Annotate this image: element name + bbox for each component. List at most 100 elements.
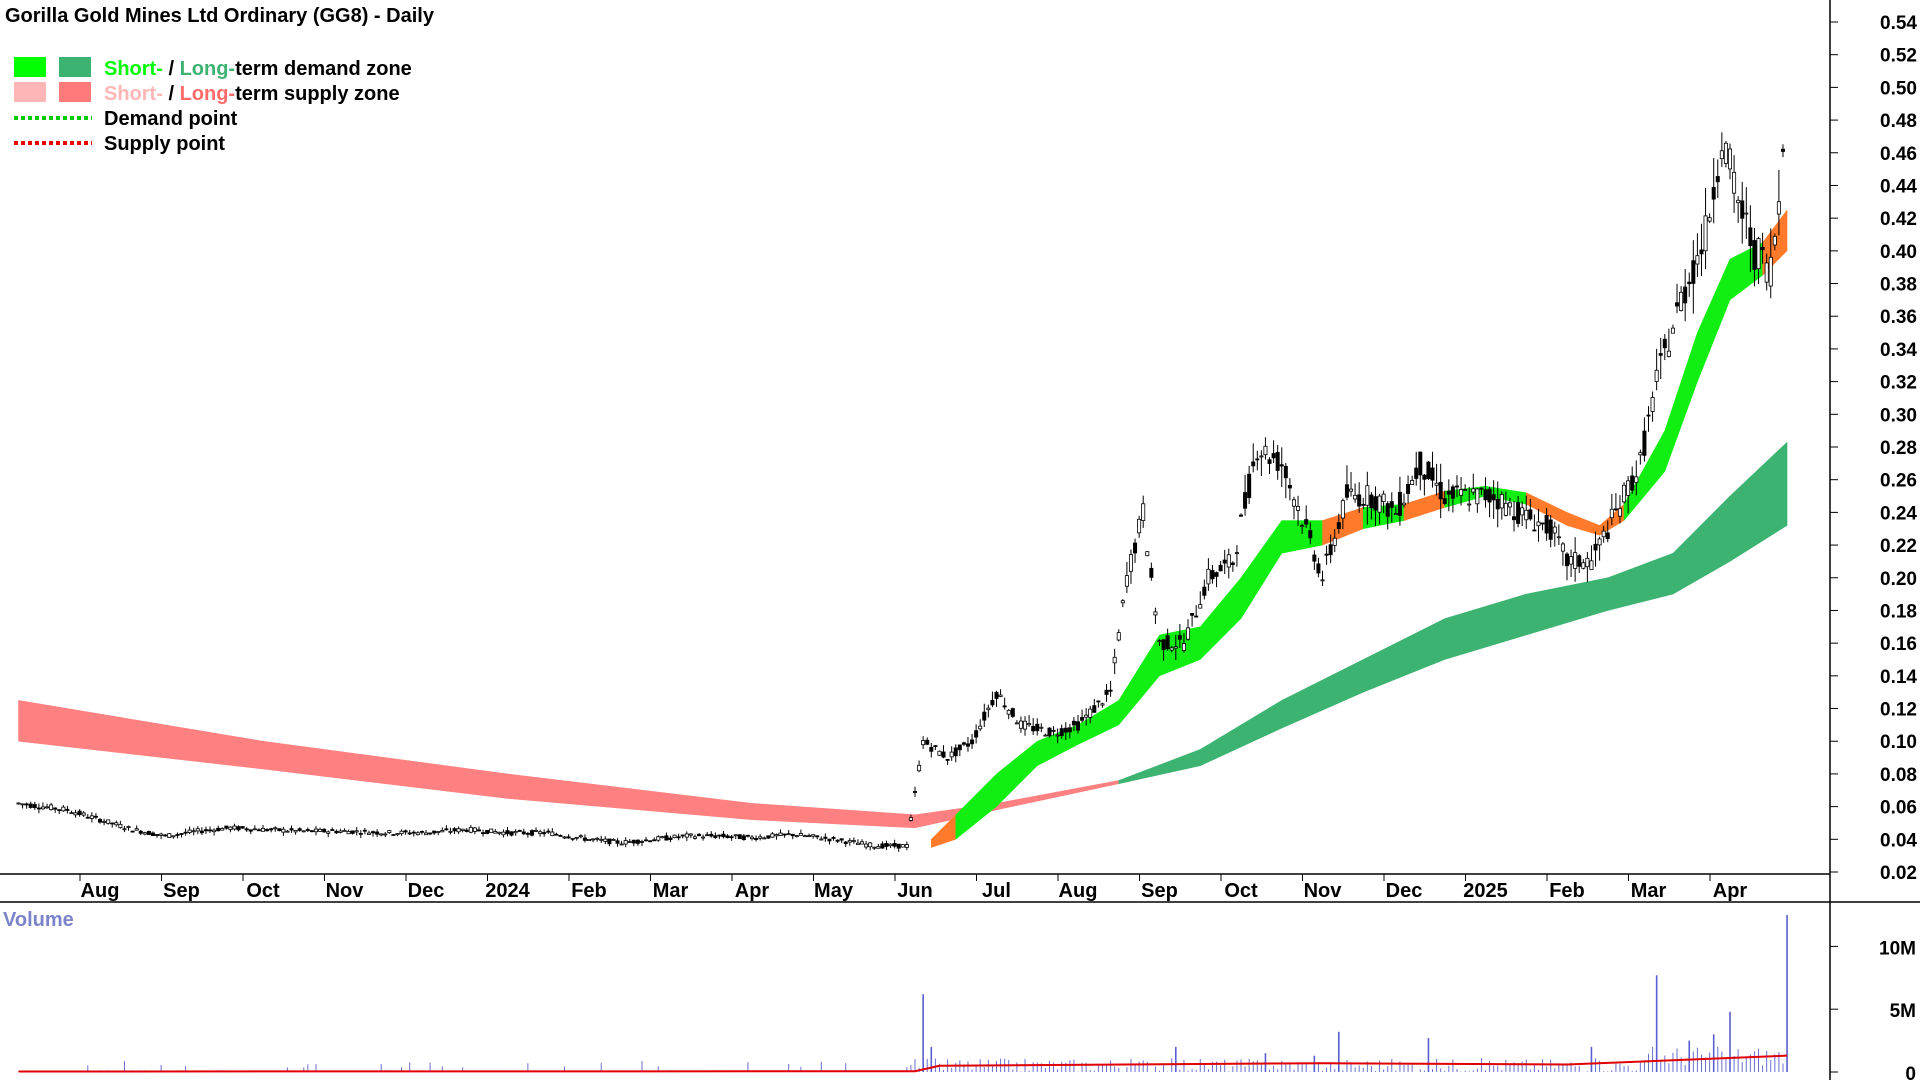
candle-body	[208, 829, 213, 832]
candle-body	[819, 838, 824, 841]
candle-body	[774, 834, 779, 837]
candle-body	[1699, 249, 1704, 255]
candle-body	[1715, 176, 1720, 183]
candle-body	[224, 825, 229, 829]
candle-body	[1593, 543, 1598, 551]
candle-body	[1683, 286, 1688, 304]
candle-body	[130, 830, 135, 833]
candle-body	[945, 758, 950, 761]
legend-label-part: /	[163, 58, 180, 80]
candle-body	[1634, 476, 1639, 483]
candle-body	[599, 838, 604, 841]
candle-body	[660, 836, 665, 839]
short-term-zone-segment	[1200, 577, 1242, 661]
candle-body	[566, 836, 571, 839]
candle-body	[411, 831, 416, 834]
candle-body	[1438, 481, 1443, 500]
candle-body	[444, 828, 449, 831]
candle-body	[1650, 397, 1655, 412]
candle-body	[766, 835, 771, 839]
candle-body	[313, 828, 318, 833]
candle-body	[183, 831, 188, 834]
time-tick-label: Oct	[1224, 880, 1258, 902]
candle-body	[709, 833, 714, 837]
candle-body	[521, 831, 526, 835]
candle-body	[1560, 543, 1565, 552]
candle-body	[1495, 498, 1500, 510]
candle-body	[994, 692, 999, 699]
candle-body	[1585, 557, 1590, 568]
price-tick-label: 0.06	[1880, 798, 1917, 819]
legend-label: Demand point	[104, 108, 238, 130]
candle-body	[509, 831, 514, 836]
candle-body	[550, 831, 555, 837]
candle-body	[505, 830, 510, 835]
price-tick-label: 0.20	[1880, 569, 1917, 590]
candle-body	[1589, 560, 1594, 570]
long-term-zone-segment	[1444, 593, 1527, 660]
candle-body	[1569, 556, 1574, 565]
candle-body	[1108, 689, 1113, 692]
candle-body	[1601, 530, 1606, 538]
candle-body	[265, 829, 270, 832]
candle-body	[1263, 445, 1268, 456]
candle-body	[1467, 503, 1472, 506]
time-tick-label: Oct	[246, 880, 280, 902]
short-term-zone-segment	[1118, 634, 1160, 726]
candle-body	[1520, 507, 1525, 516]
candle-body	[835, 839, 840, 842]
legend-swatch	[14, 82, 46, 102]
candle-body	[1670, 327, 1675, 334]
candle-body	[69, 812, 74, 815]
short-term-zone-segment	[1403, 490, 1445, 521]
candle-body	[1365, 485, 1370, 506]
candle-body	[904, 844, 909, 848]
candle-body	[1723, 142, 1728, 164]
candle-body	[1422, 474, 1427, 480]
time-tick-label: May	[814, 880, 854, 902]
candle-body	[1214, 572, 1219, 577]
candle-body	[85, 816, 90, 819]
candle-body	[831, 837, 836, 839]
candle-body	[1324, 553, 1329, 556]
candle-body	[1043, 734, 1048, 737]
price-tick-label: 0.52	[1880, 46, 1917, 67]
candle-body	[358, 833, 363, 835]
candle-body	[57, 809, 62, 812]
candle-body	[1039, 726, 1044, 729]
legend-label-part: Demand point	[104, 108, 238, 130]
candle-body	[855, 842, 860, 845]
candle-body	[1613, 508, 1618, 511]
candle-body	[1622, 484, 1627, 503]
time-tick-label: Apr	[735, 880, 770, 902]
candle-body	[1414, 467, 1419, 479]
candle-body	[1617, 508, 1622, 517]
candle-body	[554, 833, 559, 836]
candle-body	[93, 815, 98, 818]
time-tick-label: Nov	[1304, 880, 1343, 902]
price-tick-label: 0.34	[1880, 340, 1917, 361]
candle-body	[1430, 467, 1435, 481]
candle-body	[346, 830, 351, 835]
price-tick-label: 0.42	[1880, 209, 1917, 230]
candle-body	[884, 843, 889, 847]
candle-body	[1023, 720, 1028, 730]
candle-body	[114, 822, 119, 826]
candle-body	[851, 840, 856, 843]
candle-body	[1454, 485, 1459, 488]
candle-body	[1239, 514, 1244, 517]
candle-body	[493, 831, 498, 834]
candle-body	[888, 843, 893, 847]
candle-body	[20, 803, 25, 806]
candle-body	[1772, 235, 1777, 246]
price-tick-label: 0.26	[1880, 471, 1917, 492]
candle-body	[1047, 727, 1052, 737]
candle-body	[741, 835, 746, 840]
candle-body	[1128, 554, 1133, 572]
time-tick-label: Jun	[897, 880, 933, 902]
candle-body	[191, 830, 196, 833]
candle-body	[485, 829, 490, 834]
candle-body	[1499, 493, 1504, 509]
price-tick-label: 0.14	[1880, 667, 1917, 688]
candle-body	[269, 828, 274, 831]
